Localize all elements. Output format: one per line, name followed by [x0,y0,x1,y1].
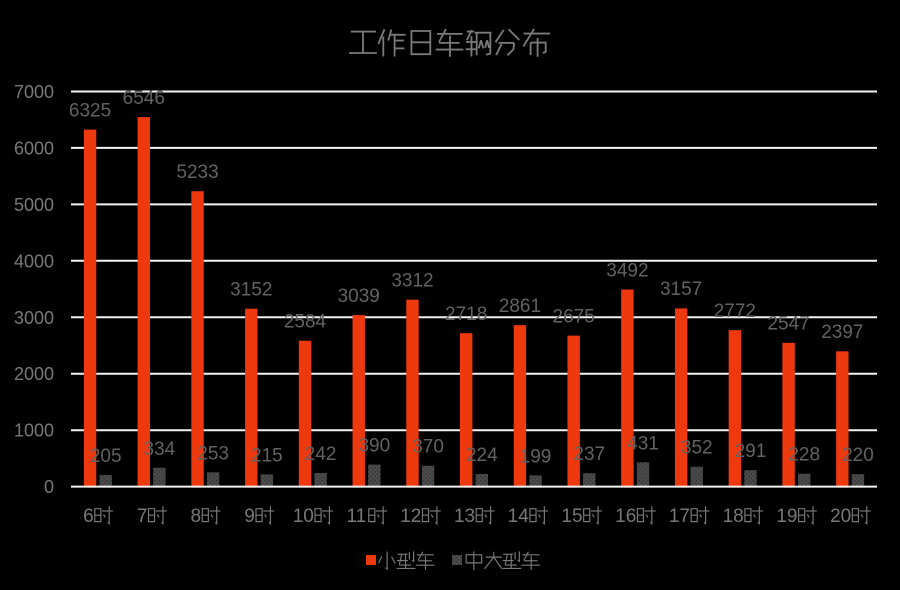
svg-text:6325: 6325 [69,100,111,121]
svg-text:3157: 3157 [660,279,702,300]
svg-text:11: 11 [346,506,366,527]
svg-text:0: 0 [44,477,54,497]
svg-text:3152: 3152 [230,279,272,300]
svg-text:242: 242 [305,444,337,465]
svg-text:3000: 3000 [14,308,54,328]
svg-text:9: 9 [244,506,255,527]
svg-text:199: 199 [520,446,552,467]
svg-text:19: 19 [776,506,797,527]
svg-text:13: 13 [454,506,475,527]
svg-text:237: 237 [573,444,605,465]
svg-text:7: 7 [137,506,148,527]
svg-text:2547: 2547 [767,314,809,335]
svg-text:2584: 2584 [284,312,327,333]
svg-text:5000: 5000 [14,195,54,215]
svg-text:228: 228 [788,445,820,466]
svg-text:8: 8 [191,506,202,527]
svg-text:3039: 3039 [338,286,380,307]
svg-text:15: 15 [561,506,582,527]
svg-text:12: 12 [400,506,421,527]
svg-text:224: 224 [466,445,498,466]
svg-text:18: 18 [723,506,744,527]
svg-text:205: 205 [90,446,122,467]
svg-text:1000: 1000 [14,421,54,441]
svg-text:14: 14 [508,506,530,527]
svg-text:4000: 4000 [14,251,54,271]
svg-text:334: 334 [144,439,176,460]
svg-text:352: 352 [681,438,713,459]
svg-text:215: 215 [251,445,283,466]
svg-text:16: 16 [615,506,636,527]
svg-text:10: 10 [293,506,314,527]
svg-text:291: 291 [735,441,767,462]
svg-text:431: 431 [627,433,659,454]
svg-text:3492: 3492 [606,260,648,281]
svg-text:6000: 6000 [14,138,54,158]
svg-text:2000: 2000 [14,364,54,384]
svg-text:17: 17 [669,506,690,527]
svg-text:6: 6 [83,506,94,527]
svg-text:20: 20 [830,506,851,527]
svg-text:2397: 2397 [821,322,863,343]
svg-text:2772: 2772 [714,301,756,322]
svg-text:2718: 2718 [445,304,487,325]
svg-text:6546: 6546 [123,88,165,109]
svg-text:220: 220 [842,445,874,466]
svg-text:390: 390 [358,436,390,457]
svg-text:253: 253 [197,443,229,464]
svg-text:7000: 7000 [14,82,54,102]
svg-text:3312: 3312 [391,270,433,291]
svg-text:2861: 2861 [499,296,541,317]
svg-text:2675: 2675 [553,306,595,327]
svg-text:370: 370 [412,437,444,458]
svg-text:5233: 5233 [176,162,218,183]
